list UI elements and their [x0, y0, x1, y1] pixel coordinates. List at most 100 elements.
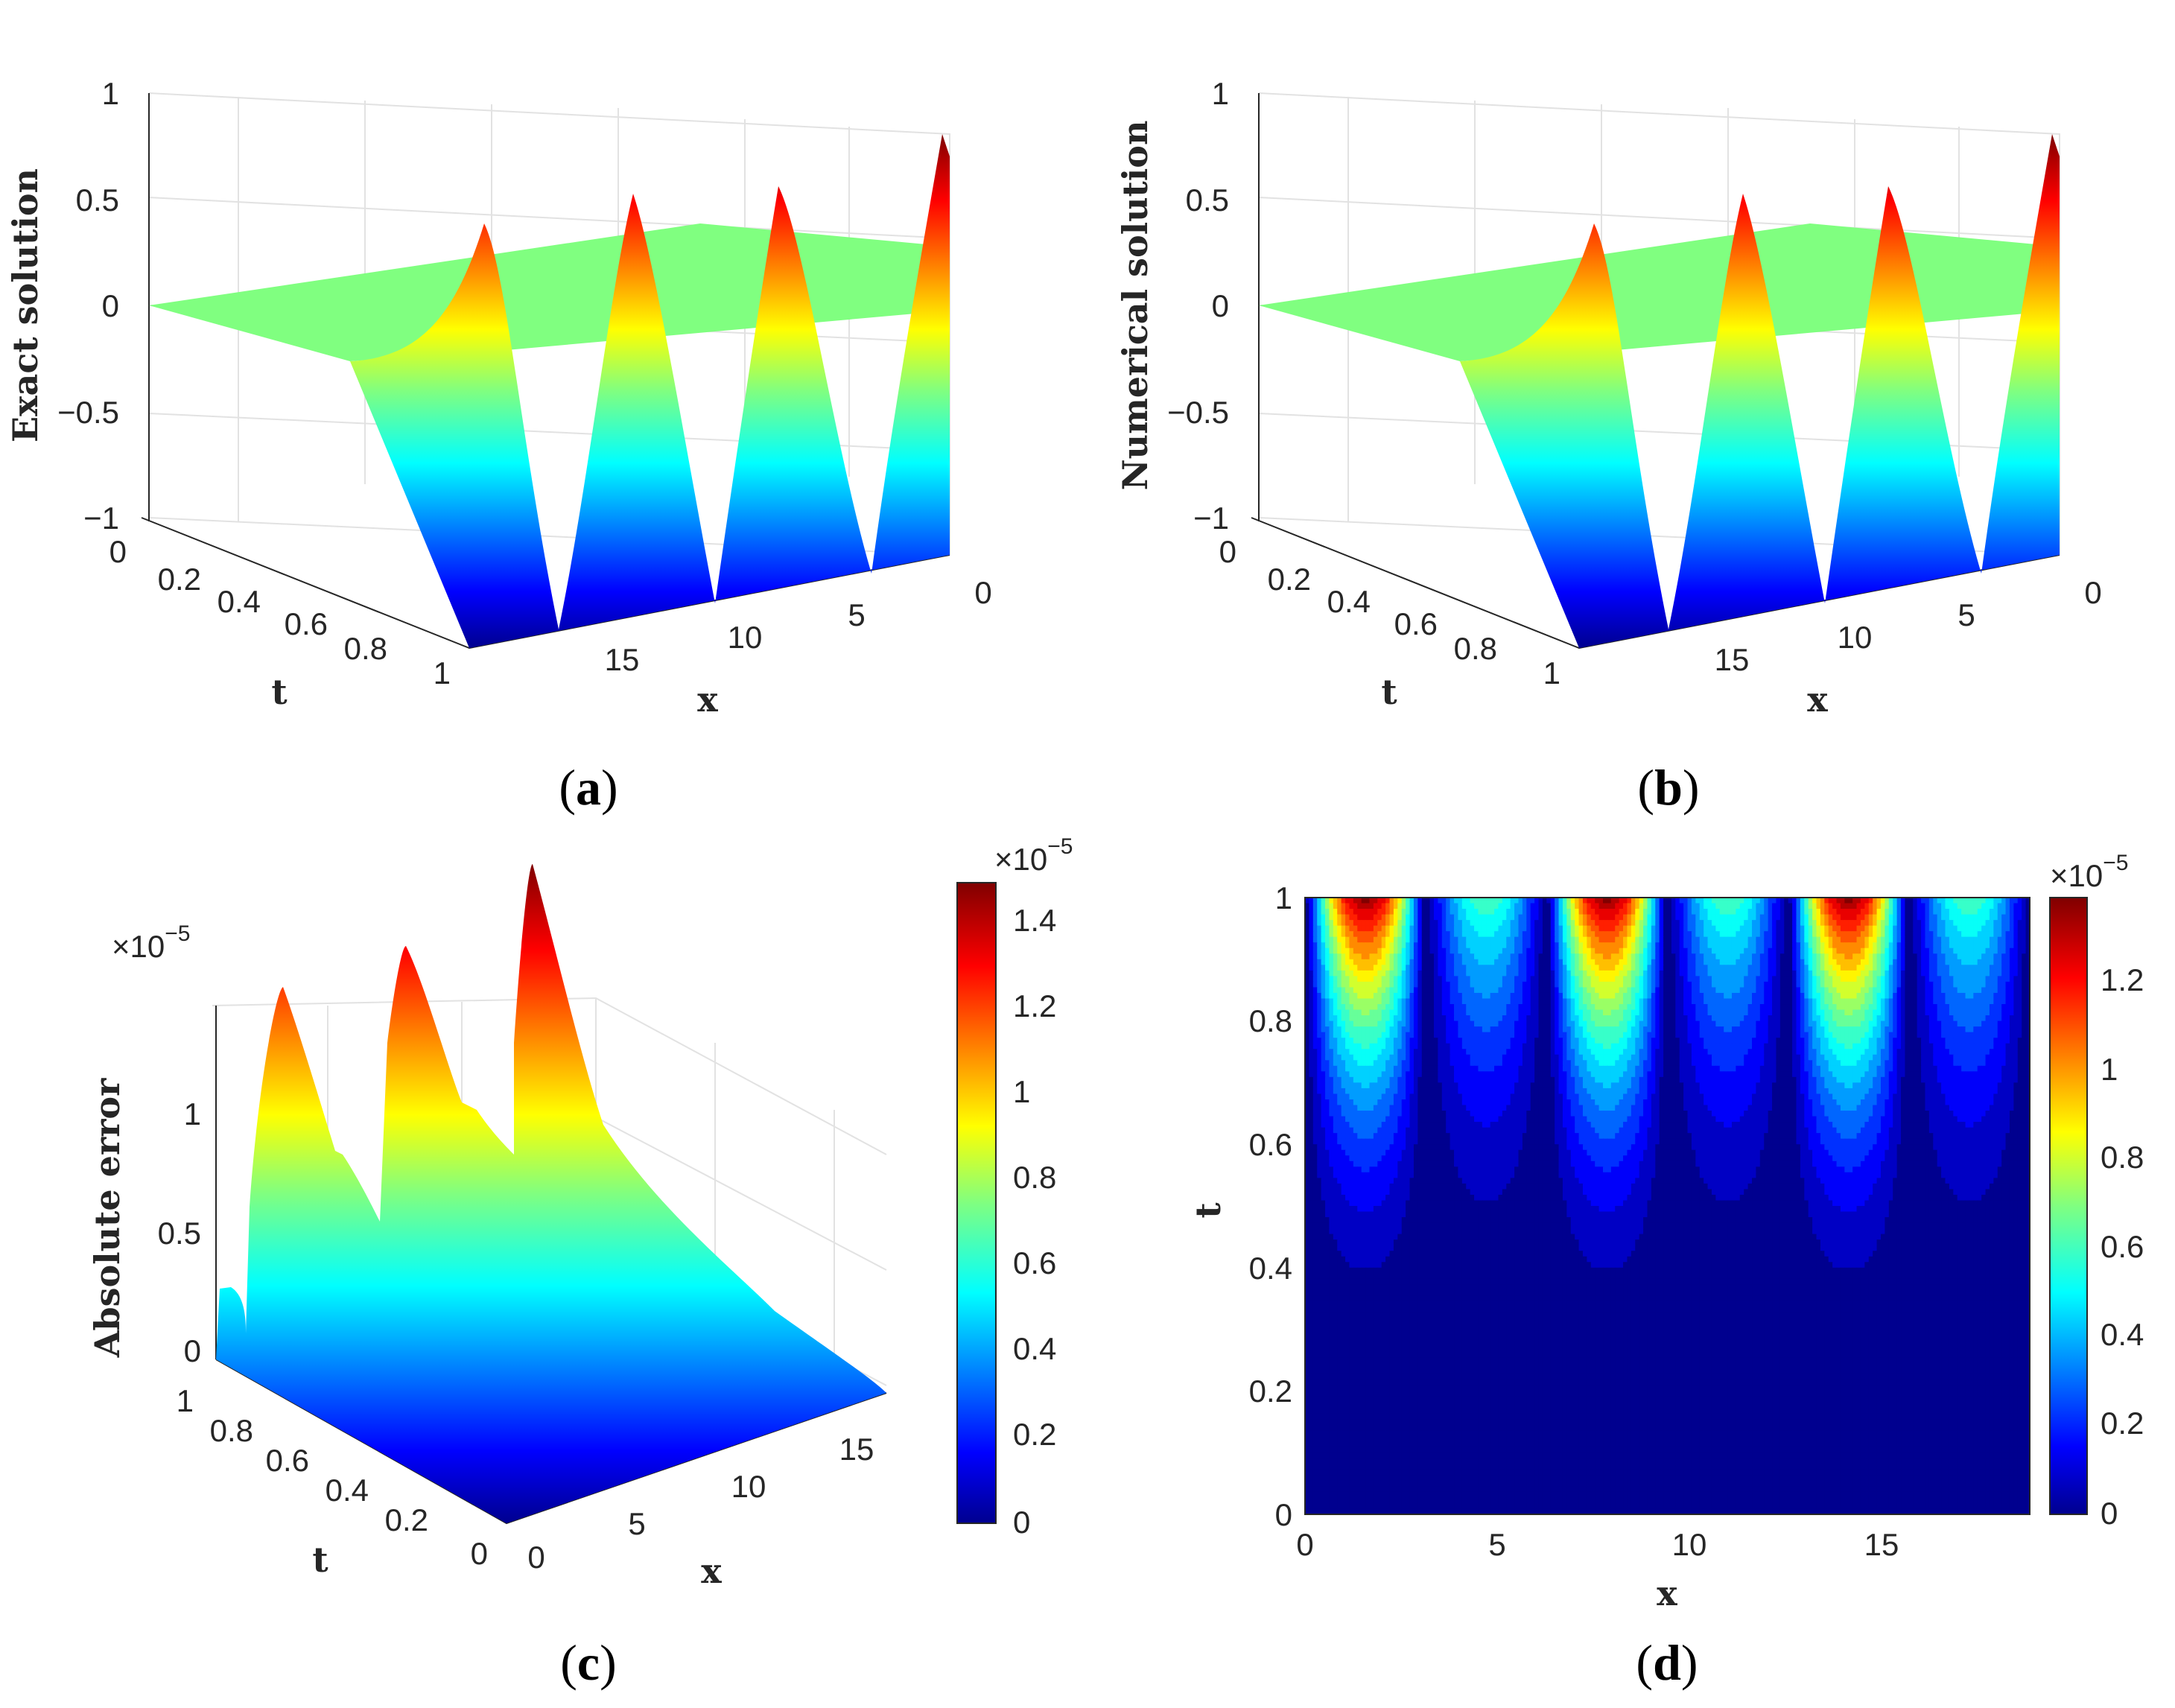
contour-cell [1305, 914, 1310, 921]
contour-cell [1647, 998, 1652, 1005]
contour-cell [1772, 942, 1777, 949]
contour-cell [1752, 909, 1757, 915]
contour-cell [1522, 987, 1528, 994]
contour-cell [1546, 942, 1552, 949]
contour-cell [1575, 959, 1580, 966]
contour-cell [1446, 931, 1451, 938]
contour-cell [1820, 981, 1826, 988]
contour-cell [1587, 1043, 1592, 1050]
contour-cell [1804, 947, 1809, 955]
contour-cell [1860, 1015, 1866, 1022]
contour-cell [1719, 1015, 1724, 1022]
contour-cell [1784, 898, 1789, 904]
contour-cell [1885, 947, 1890, 955]
panel-c-colorbar-fill [956, 882, 997, 1524]
contour-cell [1901, 1004, 1906, 1011]
contour-cell [1502, 1004, 1508, 1011]
panel-c-cbtick: 1.2 [1013, 988, 1056, 1023]
contour-cell [1598, 920, 1604, 927]
contour-cell [1590, 987, 1595, 994]
contour-cell [1409, 1049, 1414, 1055]
contour-cell [1575, 925, 1580, 932]
contour-cell [1365, 998, 1371, 1005]
contour-cell [1707, 959, 1712, 966]
contour-cell [1928, 987, 1934, 994]
panel-a-ttick: 0.6 [285, 606, 328, 641]
contour-cell [1812, 1015, 1817, 1022]
contour-cell [1699, 931, 1704, 938]
contour-cell [1385, 1020, 1391, 1027]
contour-cell [1417, 1020, 1423, 1027]
contour-cell [1312, 1038, 1318, 1044]
contour-cell [1309, 959, 1314, 966]
contour-cell [1590, 1038, 1595, 1044]
contour-cell [1530, 987, 1535, 994]
contour-cell [1526, 920, 1531, 927]
contour-cell [1325, 1049, 1330, 1055]
contour-cell [1369, 1004, 1374, 1011]
contour-cell [1779, 976, 1785, 982]
contour-cell [1779, 970, 1785, 977]
contour-cell [1530, 970, 1535, 977]
contour-cell [1921, 998, 1926, 1005]
contour-cell [1325, 987, 1330, 994]
contour-cell [1619, 936, 1624, 944]
contour-cell [1699, 920, 1704, 927]
contour-cell [1828, 942, 1833, 949]
contour-cell [1353, 936, 1359, 944]
contour-cell [1848, 1032, 1853, 1038]
contour-cell [1506, 1020, 1511, 1027]
contour-cell [1482, 970, 1487, 977]
contour-cell [1446, 1049, 1451, 1055]
contour-cell [1514, 1038, 1520, 1044]
contour-cell [1949, 920, 1955, 927]
contour-cell [1667, 1004, 1672, 1011]
contour-cell [1981, 976, 1987, 982]
contour-cell [1357, 909, 1362, 915]
contour-cell [1486, 909, 1491, 915]
contour-cell [1446, 965, 1451, 971]
contour-cell [1615, 1026, 1620, 1033]
contour-cell [1788, 1004, 1793, 1011]
contour-cell [1474, 953, 1479, 960]
contour-cell [1659, 953, 1664, 960]
contour-cell [1977, 920, 1982, 927]
contour-cell [1981, 1009, 1987, 1016]
contour-cell [1321, 947, 1326, 955]
contour-cell [1610, 914, 1616, 921]
contour-cell [1651, 1015, 1657, 1022]
contour-cell [1727, 898, 1733, 904]
contour-cell [1756, 1038, 1761, 1044]
contour-cell [1888, 1043, 1894, 1050]
contour-cell [1876, 898, 1882, 904]
contour-cell [1345, 1049, 1350, 1055]
contour-cell [1759, 925, 1765, 932]
contour-cell [1747, 981, 1753, 988]
contour-cell [1522, 1009, 1528, 1016]
contour-cell [1888, 920, 1894, 927]
contour-cell [1590, 925, 1595, 932]
contour-cell [2022, 1015, 2027, 1022]
contour-cell [1727, 998, 1733, 1005]
contour-cell [2009, 909, 2015, 915]
contour-cell [1724, 987, 1729, 994]
contour-cell [1928, 1015, 1934, 1022]
contour-cell [1896, 903, 1902, 909]
contour-cell [1558, 947, 1563, 955]
contour-cell [1546, 925, 1552, 932]
contour-cell [1466, 898, 1471, 904]
contour-cell [1598, 903, 1604, 909]
contour-cell [1679, 1043, 1684, 1050]
contour-cell [1474, 925, 1479, 932]
contour-cell [1695, 1015, 1701, 1022]
contour-cell [2005, 1004, 2010, 1011]
contour-cell [1401, 1038, 1406, 1044]
contour-cell [1764, 942, 1769, 949]
contour-cell [1361, 909, 1366, 915]
contour-cell [1365, 936, 1371, 944]
contour-cell [1518, 959, 1523, 966]
contour-cell [1856, 987, 1861, 994]
contour-cell [1506, 931, 1511, 938]
contour-cell [1433, 909, 1439, 915]
contour-cell [1603, 947, 1608, 955]
